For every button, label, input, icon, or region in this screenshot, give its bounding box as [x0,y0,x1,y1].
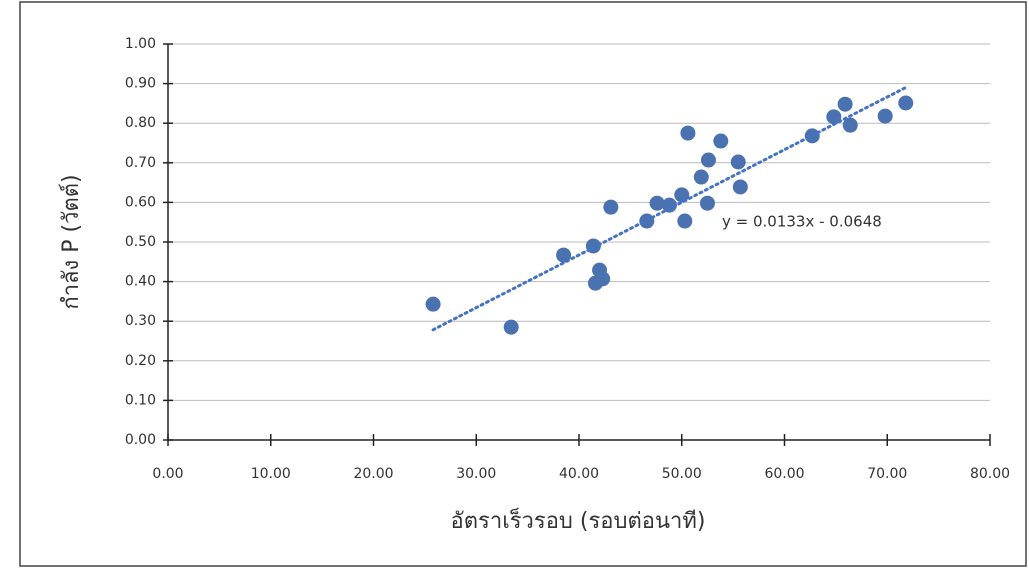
x-tick-label: 10.00 [251,466,291,482]
x-axis-title: อัตราเร็วรอบ (รอบต่อนาที) [451,506,706,534]
y-tick-label: 0.20 [125,353,156,369]
point [649,195,665,211]
y-tick-label: 0.80 [125,115,156,131]
x-tick-label: 0.00 [152,466,183,482]
x-tick-label: 60.00 [764,466,804,482]
x-tick-label: 80.00 [970,466,1010,482]
point [595,271,611,287]
point [700,152,716,168]
y-tick-label: 0.40 [125,274,156,290]
point [842,117,858,133]
point [693,169,709,185]
point [826,109,842,125]
y-tick-label: 0.70 [125,155,156,171]
y-tick-label: 0.90 [125,76,156,92]
point [877,108,893,124]
y-tick-label: 0.50 [125,234,156,250]
point [674,187,690,203]
point [699,195,715,211]
y-tick-label: 0.60 [125,194,156,210]
y-tick-label: 0.00 [125,432,156,448]
chart-border [19,1,1027,567]
x-tick-label: 70.00 [867,466,907,482]
point [837,96,853,112]
point [677,213,693,229]
point [556,247,572,263]
point [603,199,619,215]
point [732,179,748,195]
point [713,133,729,149]
point [661,197,677,213]
trendline [431,86,908,332]
point [730,154,746,170]
x-tick-label: 40.00 [559,466,599,482]
point [898,95,914,111]
y-tick-label: 0.30 [125,313,156,329]
trendline-equation: y = 0.0133x - 0.0648 [722,213,882,231]
y-axis-title: กำลัง P (วัตต์) [59,174,84,309]
x-tick-label: 50.00 [662,466,702,482]
point [680,125,696,141]
y-tick-label: 1.00 [125,36,156,52]
x-tick-label: 30.00 [456,466,496,482]
x-tick-label: 20.00 [353,466,393,482]
point [503,319,519,335]
y-tick-label: 0.10 [125,392,156,408]
point [425,296,441,312]
